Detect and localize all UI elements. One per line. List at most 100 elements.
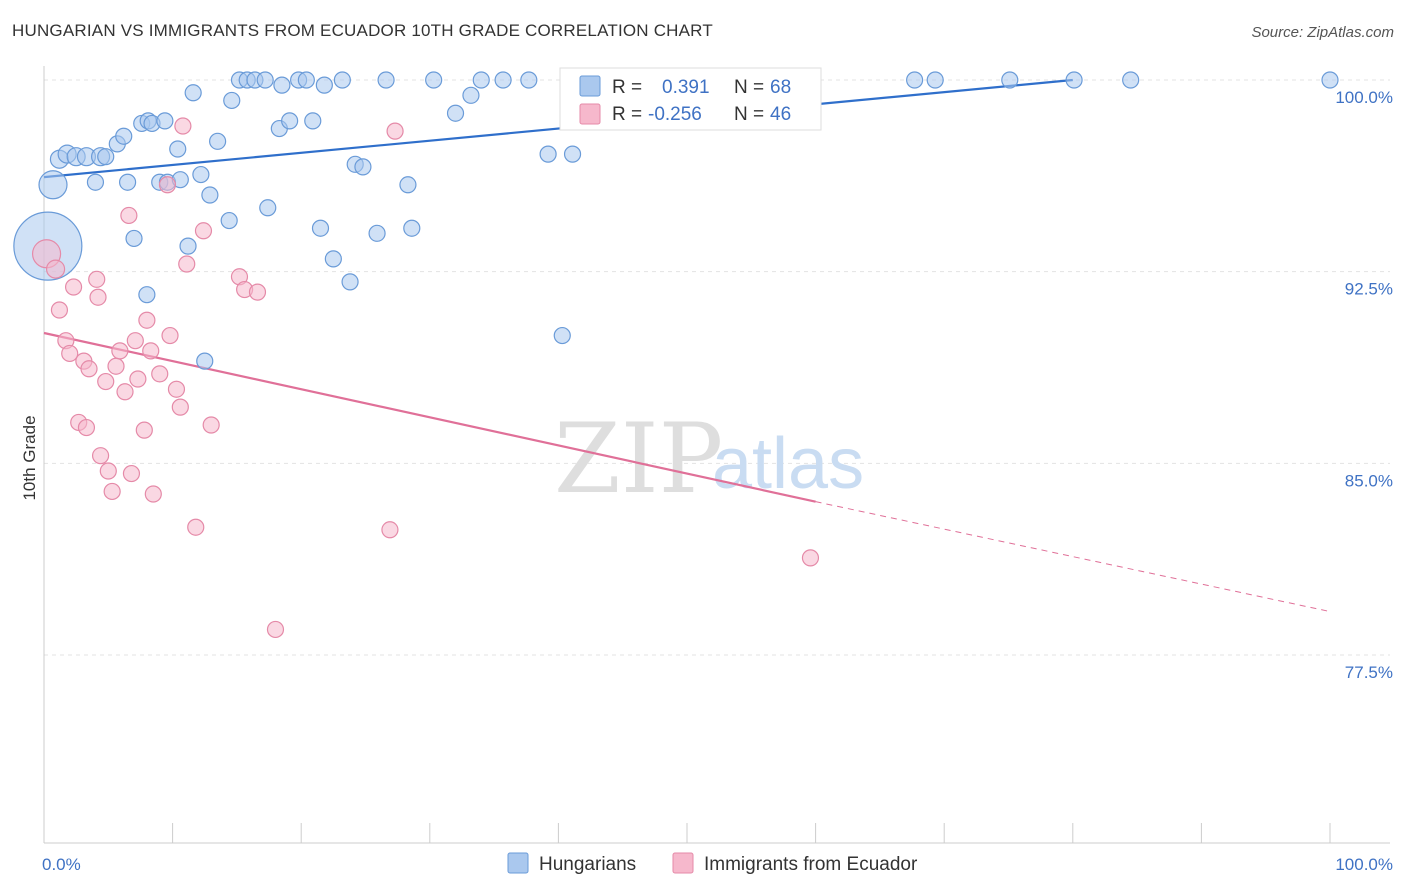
point-ecuador xyxy=(266,620,285,639)
point-hungarian xyxy=(97,148,115,166)
y-tick-label: 100.0% xyxy=(1335,88,1393,107)
legend-label-ecuador: Immigrants from Ecuador xyxy=(704,854,918,875)
point-ecuador xyxy=(158,176,177,194)
point-hungarian xyxy=(259,199,277,217)
point-ecuador xyxy=(151,365,169,383)
point-ecuador xyxy=(171,398,189,416)
point-hungarian xyxy=(563,145,582,163)
data-points xyxy=(13,71,1339,639)
stats-n-value-1: 68 xyxy=(770,77,791,98)
y-tick-label: 85.0% xyxy=(1345,471,1393,490)
point-hungarian xyxy=(256,71,274,89)
point-ecuador xyxy=(386,122,404,140)
stats-legend-box xyxy=(559,67,822,131)
point-ecuador xyxy=(99,462,117,480)
point-hungarian xyxy=(223,91,241,110)
point-hungarian xyxy=(311,219,330,237)
stats-n-label-2: N = xyxy=(734,104,764,125)
point-ecuador xyxy=(80,360,98,378)
point-ecuador xyxy=(77,418,96,437)
point-hungarian xyxy=(38,170,68,200)
point-ecuador xyxy=(111,342,129,360)
y-tick-label: 92.5% xyxy=(1345,280,1393,299)
trend-line-hungarians xyxy=(43,78,1073,179)
point-ecuador xyxy=(248,283,267,301)
point-hungarian xyxy=(156,112,174,130)
point-hungarian xyxy=(196,352,214,370)
point-ecuador xyxy=(126,332,144,350)
stats-n-label-1: N = xyxy=(734,77,764,98)
point-ecuador xyxy=(161,326,179,345)
point-ecuador xyxy=(144,485,162,503)
point-hungarian xyxy=(192,165,210,184)
point-hungarian xyxy=(1122,71,1140,89)
point-ecuador xyxy=(178,255,196,273)
point-hungarian xyxy=(494,71,512,89)
point-ecuador xyxy=(45,259,66,279)
stats-r-label-1: R = xyxy=(612,77,642,98)
x-tick-label-min: 0.0% xyxy=(42,855,81,874)
point-ecuador xyxy=(174,117,192,135)
point-ecuador xyxy=(129,370,147,388)
stats-n-value-2: 46 xyxy=(770,104,791,125)
y-tick-label: 77.5% xyxy=(1345,663,1393,682)
stats-legend-swatch-hungarians xyxy=(579,75,601,97)
axes xyxy=(43,66,1390,844)
trend-line-ecuador xyxy=(43,331,816,503)
trend-line-ecuador-extension xyxy=(815,501,1331,613)
point-hungarian xyxy=(184,84,202,102)
point-ecuador xyxy=(381,521,399,539)
point-ecuador xyxy=(801,549,820,567)
point-hungarian xyxy=(169,140,187,158)
point-ecuador xyxy=(194,222,213,240)
point-hungarian xyxy=(1321,71,1339,89)
source-label: Source: ZipAtlas.com xyxy=(1251,24,1394,41)
x-tick-labels: 0.0% 100.0% xyxy=(42,855,1393,874)
point-hungarian xyxy=(125,229,143,248)
point-hungarian xyxy=(341,273,359,291)
point-hungarian xyxy=(315,76,333,94)
point-ecuador xyxy=(116,383,134,401)
watermark-atlas: atlas xyxy=(712,424,864,504)
point-hungarian xyxy=(281,112,299,130)
point-hungarian xyxy=(446,104,465,122)
point-ecuador xyxy=(120,206,138,225)
point-hungarian xyxy=(209,132,227,150)
chart-title: HUNGARIAN VS IMMIGRANTS FROM ECUADOR 10T… xyxy=(12,21,713,40)
point-ecuador xyxy=(135,421,153,439)
point-hungarian xyxy=(273,76,291,94)
point-hungarian xyxy=(86,173,105,191)
point-hungarian xyxy=(118,173,137,191)
stats-r-value-1: 0.391 xyxy=(662,77,710,98)
point-ecuador xyxy=(97,372,115,391)
point-hungarian xyxy=(220,211,238,230)
point-ecuador xyxy=(202,416,220,434)
point-hungarian xyxy=(354,158,372,176)
point-ecuador xyxy=(89,288,107,306)
point-hungarian xyxy=(324,250,342,268)
point-hungarian xyxy=(115,127,133,145)
stats-legend-swatch-ecuador xyxy=(579,103,601,125)
point-hungarian xyxy=(368,224,386,242)
point-hungarian xyxy=(539,145,557,163)
point-hungarian xyxy=(399,176,417,194)
point-ecuador xyxy=(142,342,160,360)
point-hungarian xyxy=(403,219,421,237)
point-hungarian xyxy=(179,237,197,255)
point-hungarian xyxy=(425,71,443,89)
legend-swatch-ecuador xyxy=(672,852,694,874)
point-hungarian xyxy=(333,71,351,89)
stats-r-value-2: -0.256 xyxy=(648,104,702,125)
y-axis-title: 10th Grade xyxy=(20,415,39,500)
watermark-zip: ZIP xyxy=(554,403,723,515)
watermark: ZIP atlas xyxy=(554,403,864,515)
point-hungarian xyxy=(520,71,538,89)
point-hungarian xyxy=(906,71,924,89)
point-hungarian xyxy=(201,186,219,204)
point-ecuador xyxy=(107,357,125,375)
point-hungarian xyxy=(472,71,490,89)
point-hungarian xyxy=(138,286,156,304)
point-ecuador xyxy=(91,447,110,465)
trend-lines xyxy=(43,78,1331,613)
